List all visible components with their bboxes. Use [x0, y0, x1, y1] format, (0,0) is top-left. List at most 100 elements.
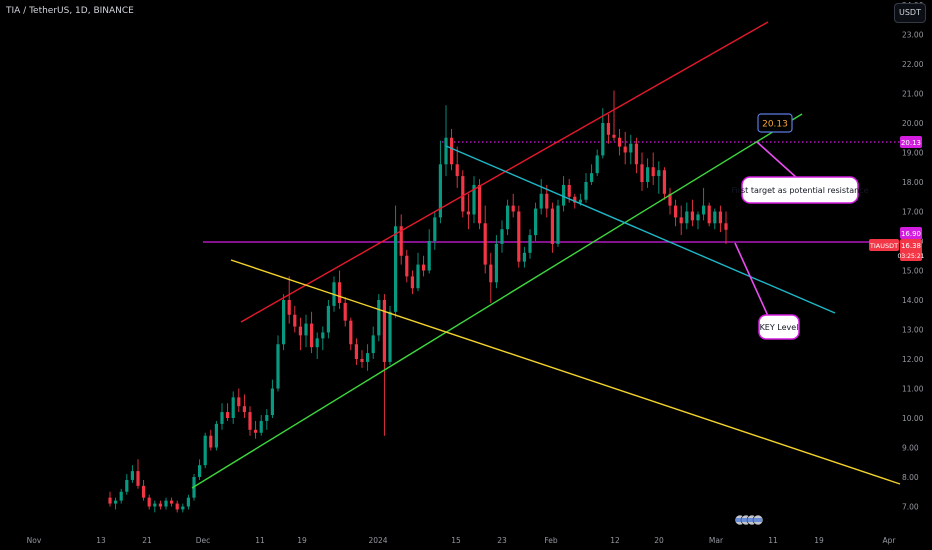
candle — [282, 294, 286, 351]
y-tick-label: 23.00 — [902, 31, 924, 40]
symbol-title[interactable]: TIA / TetherUS, 1D, BINANCE — [6, 6, 134, 16]
candle — [634, 137, 638, 174]
candle — [394, 205, 398, 318]
candle — [242, 394, 246, 418]
candle — [293, 305, 297, 333]
candle — [623, 131, 627, 165]
candle — [539, 179, 543, 215]
x-tick-label: 21 — [142, 536, 152, 545]
x-tick-label: Apr — [883, 536, 897, 545]
candle — [186, 494, 190, 510]
candle — [175, 500, 179, 513]
candle — [478, 179, 482, 230]
candle — [164, 497, 168, 510]
candle — [158, 500, 162, 510]
candle — [466, 193, 470, 230]
green-trendline[interactable] — [191, 113, 803, 489]
candle — [114, 497, 118, 510]
candle — [595, 149, 599, 177]
candle — [399, 214, 403, 265]
price-label-target: 20.13 — [900, 136, 922, 148]
candle — [203, 432, 207, 469]
yellow-trendline[interactable] — [230, 259, 901, 485]
candle — [130, 465, 134, 483]
candle — [231, 391, 235, 424]
candle — [556, 199, 560, 247]
red-channel-line[interactable] — [240, 21, 769, 323]
candle — [707, 202, 711, 227]
candle — [366, 344, 370, 371]
x-tick-label: Dec — [196, 536, 211, 545]
y-tick-label: 10.00 — [902, 414, 924, 423]
candle — [690, 199, 694, 227]
svg-text:20.13: 20.13 — [901, 139, 921, 147]
target-box[interactable]: 20.13 — [757, 113, 793, 133]
candle — [662, 167, 666, 200]
candle — [343, 297, 347, 327]
candle — [444, 105, 448, 177]
key-callout-pointer — [734, 242, 769, 317]
candle — [517, 205, 521, 268]
y-tick-label: 12.00 — [902, 355, 924, 364]
candle — [545, 184, 549, 218]
event-markers[interactable] — [734, 514, 764, 526]
candle — [209, 429, 213, 451]
candle — [590, 164, 594, 185]
cyan-trendline[interactable] — [445, 145, 836, 314]
candle — [198, 459, 202, 480]
x-tick-label: Mar — [709, 536, 724, 545]
candle — [119, 488, 123, 504]
target-callout[interactable]: First target as potential resistance — [731, 176, 869, 204]
currency-button[interactable]: USDT — [894, 3, 926, 23]
candle — [528, 229, 532, 259]
candle — [629, 134, 633, 165]
candle — [220, 403, 224, 430]
target-box-label: 20.13 — [762, 120, 788, 130]
candle — [410, 270, 414, 295]
candle — [489, 252, 493, 303]
candle — [618, 128, 622, 156]
x-tick-label: 13 — [96, 536, 106, 545]
candle — [483, 205, 487, 274]
candle — [298, 317, 302, 351]
candle — [377, 294, 381, 342]
candle — [259, 415, 263, 436]
candle — [405, 249, 409, 283]
x-tick-label: 23 — [497, 536, 507, 545]
candle — [651, 152, 655, 185]
candle — [388, 305, 392, 365]
candle — [226, 403, 230, 421]
candle — [506, 199, 510, 236]
candle — [724, 211, 728, 244]
x-tick-label: 19 — [297, 536, 307, 545]
candle — [304, 314, 308, 348]
candle — [562, 176, 566, 212]
candle — [248, 406, 252, 436]
candle — [640, 152, 644, 191]
candle — [108, 491, 112, 507]
svg-text:16.38: 16.38 — [901, 242, 921, 250]
y-tick-label: 21.00 — [902, 90, 924, 99]
candle — [170, 497, 174, 507]
x-tick-label: 12 — [610, 536, 620, 545]
candle — [550, 202, 554, 253]
candle — [276, 335, 280, 392]
candle — [181, 503, 185, 513]
price-label-current: TIAUSDT 16.38 03:25:21 — [869, 239, 925, 261]
candle — [584, 173, 588, 203]
svg-text:03:25:21: 03:25:21 — [898, 253, 925, 260]
candle — [147, 494, 151, 510]
y-tick-label: 11.00 — [902, 385, 924, 394]
y-tick-label: 8.00 — [902, 473, 919, 482]
key-callout[interactable]: KEY Level — [758, 314, 800, 340]
candle — [315, 332, 319, 359]
x-tick-label: 11 — [768, 536, 778, 545]
candle — [254, 420, 258, 439]
candle — [606, 114, 610, 144]
svg-text:TIAUSDT: TIAUSDT — [869, 242, 898, 250]
y-tick-label: 14.00 — [902, 296, 924, 305]
candle — [657, 161, 661, 194]
candle — [461, 170, 465, 218]
candle — [450, 128, 454, 171]
